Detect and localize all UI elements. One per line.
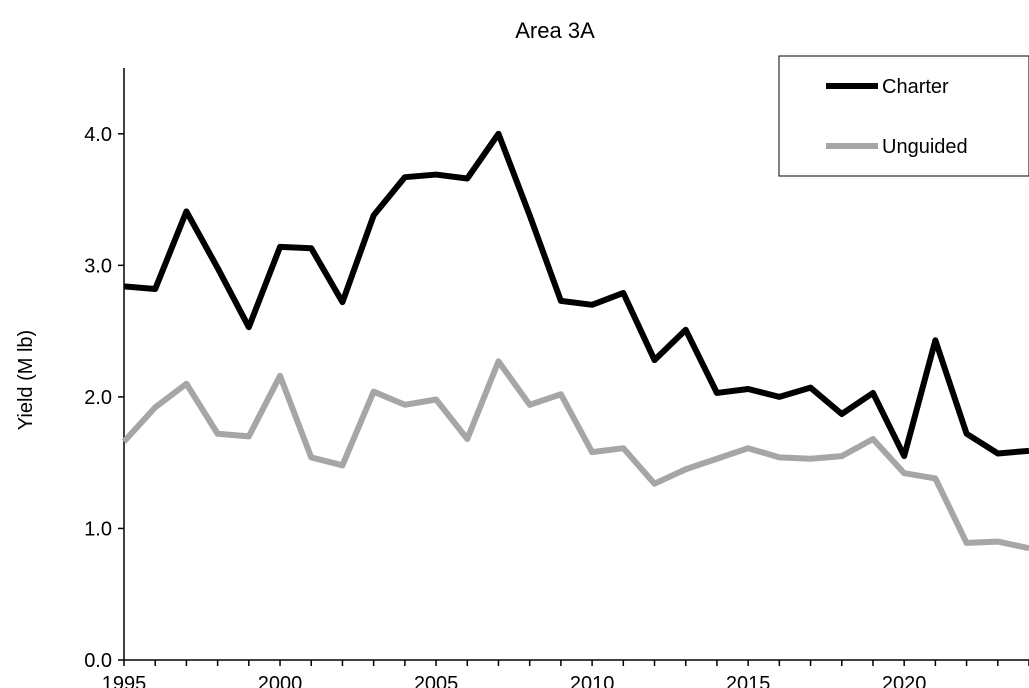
x-tick-label: 1995 <box>102 673 147 688</box>
x-tick-label: 2010 <box>570 673 615 688</box>
x-tick-label: 2000 <box>258 673 303 688</box>
y-tick-label: 4.0 <box>84 124 112 146</box>
x-tick-label: 2020 <box>882 673 927 688</box>
legend: Charter Unguided <box>778 55 1029 177</box>
y-tick-label: 1.0 <box>84 518 112 540</box>
legend-box <box>778 55 1029 177</box>
y-tick-label: 3.0 <box>84 255 112 277</box>
legend-label-charter: Charter <box>882 76 949 98</box>
y-tick-label: 0.0 <box>84 650 112 672</box>
x-tick-label: 2015 <box>726 673 771 688</box>
x-tick-label: 2005 <box>414 673 459 688</box>
y-axis-label: Yield (M lb) <box>15 330 37 430</box>
series-line-charter <box>123 130 1029 460</box>
y-tick-label: 2.0 <box>84 387 112 409</box>
axes: 0.0 1.0 2.0 3.0 4.0 1995 2000 2005 2010 2015 2020 <box>84 68 1029 688</box>
series-layer <box>121 130 1029 552</box>
legend-label-unguided: Unguided <box>882 136 968 158</box>
series-line-unguided <box>121 358 1029 552</box>
chart-title: Area 3A <box>515 18 595 43</box>
